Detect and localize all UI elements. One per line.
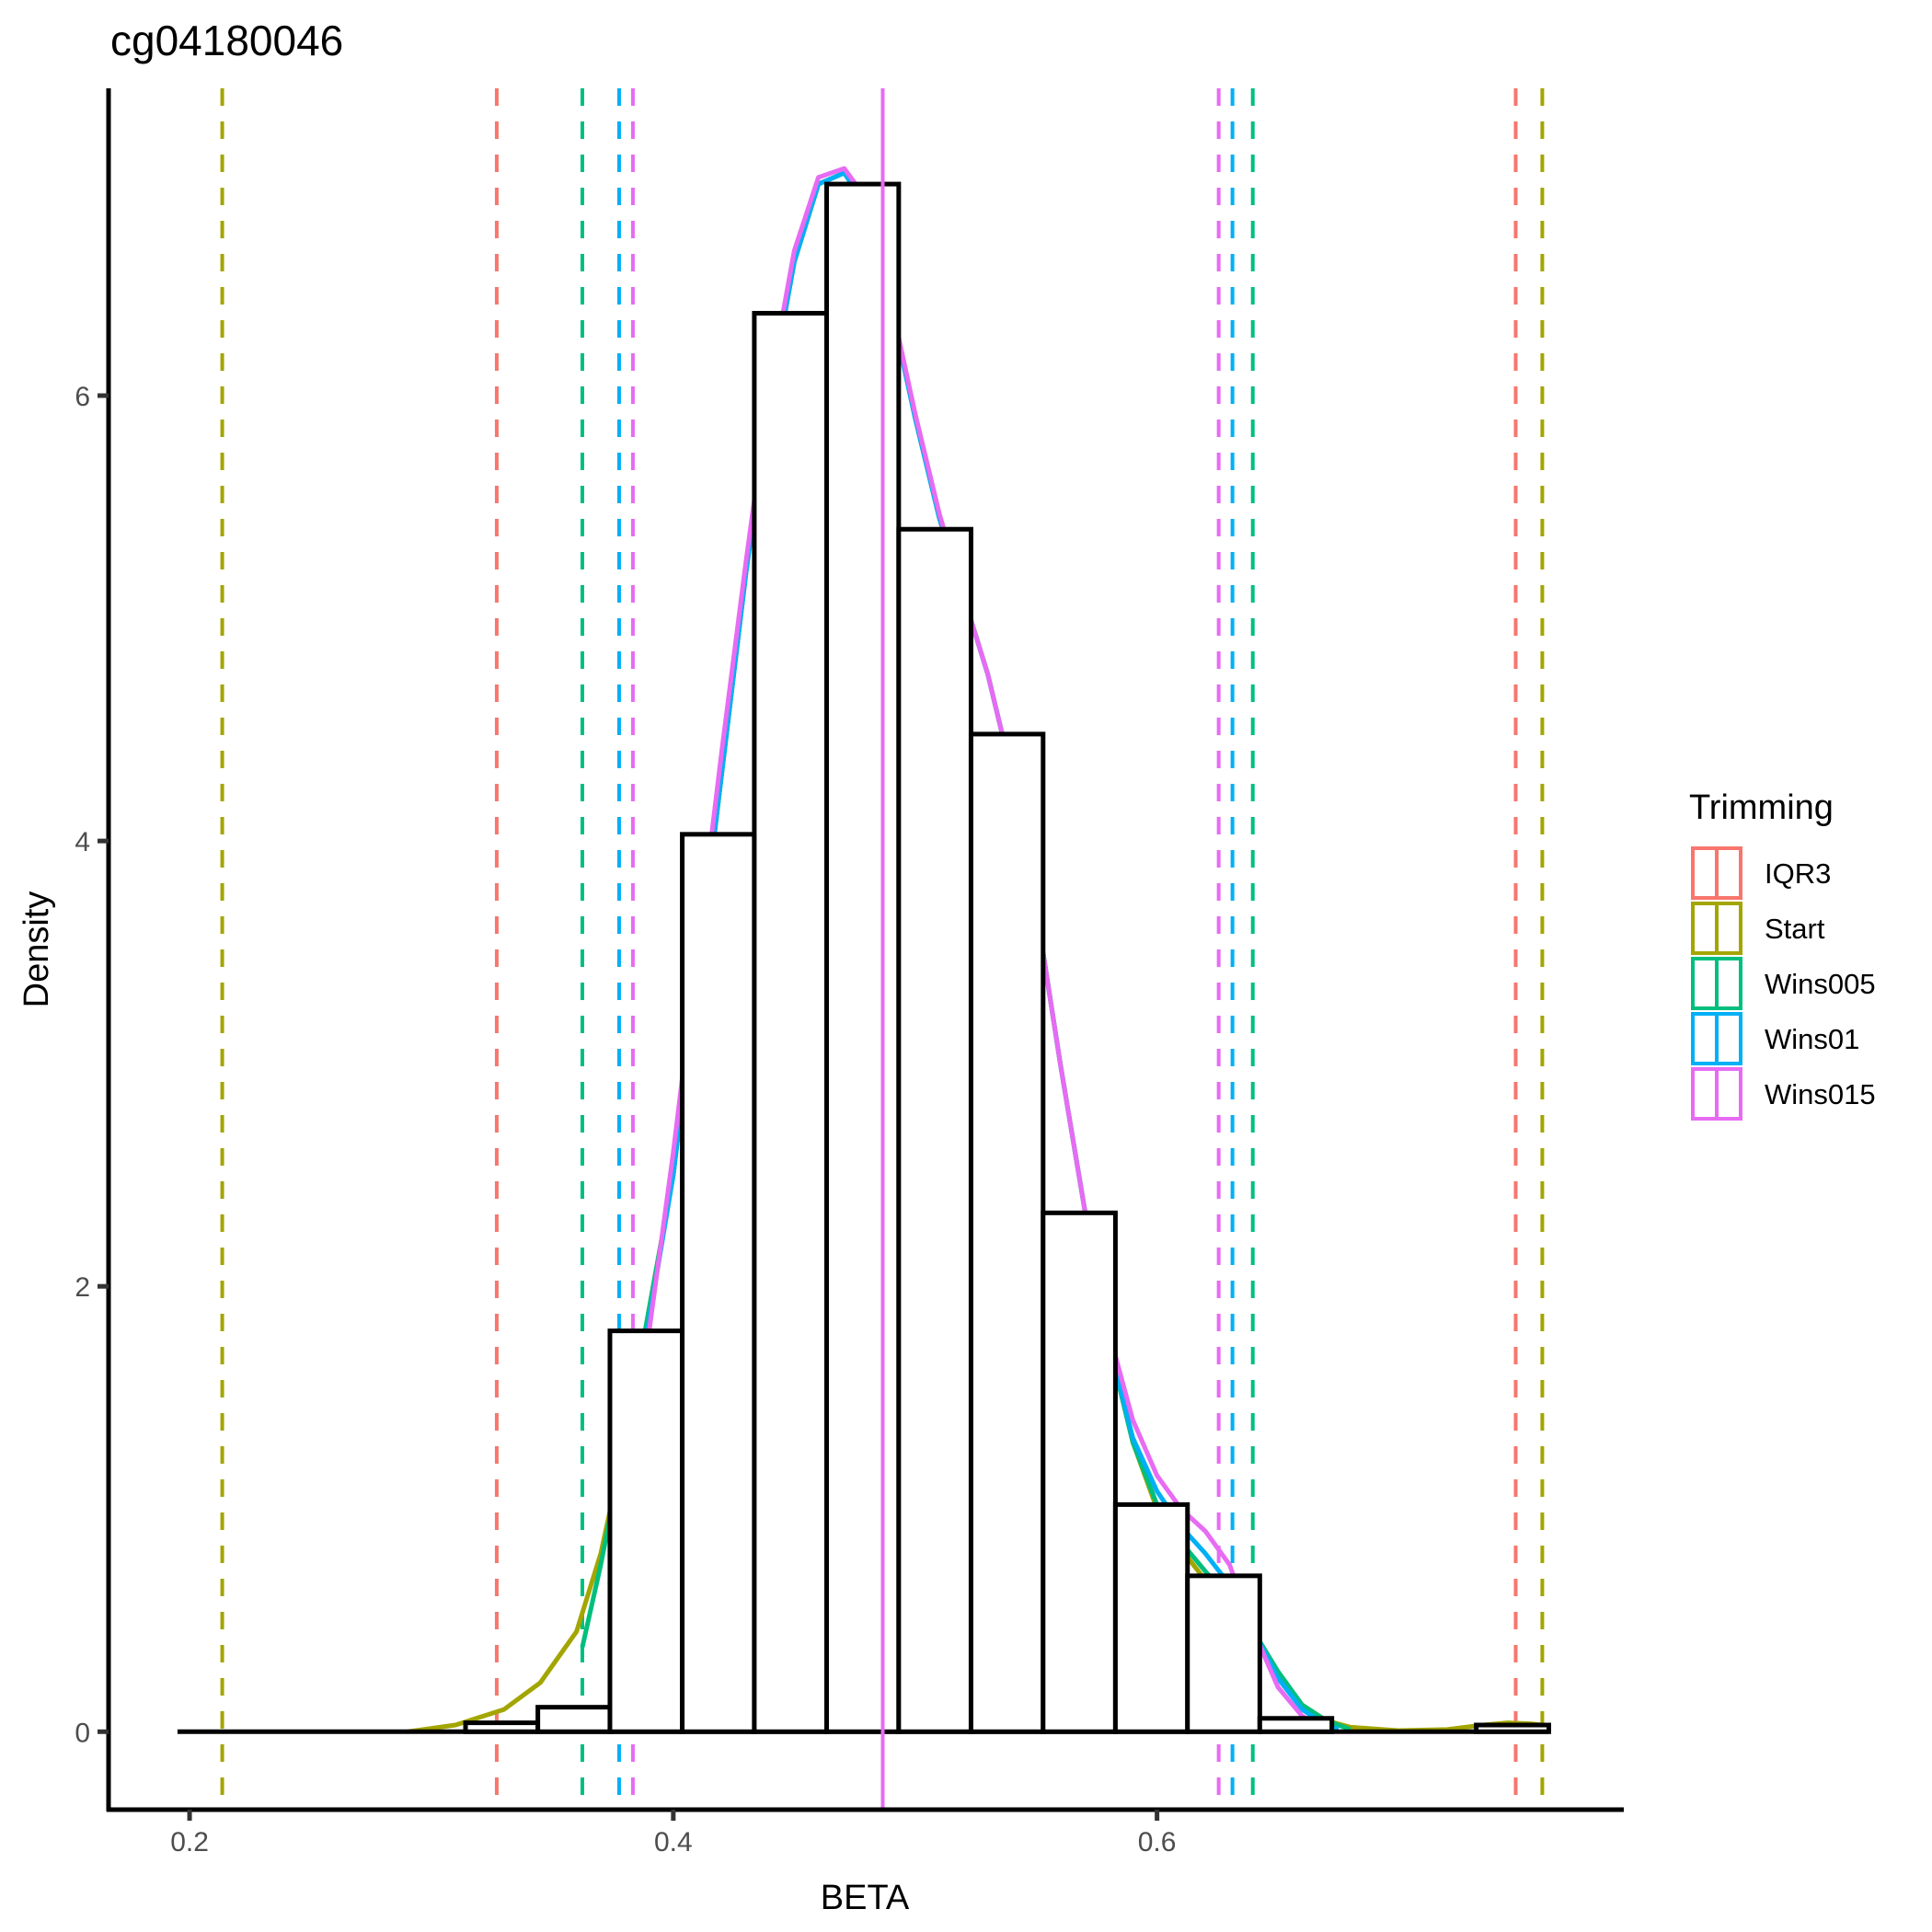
histogram-bar <box>463 1720 541 1734</box>
legend-label: IQR3 <box>1765 857 1831 890</box>
legend-item-wins01: Wins01 <box>1691 1012 1859 1065</box>
legend-label: Wins005 <box>1765 968 1876 1000</box>
histogram-bar <box>607 1328 685 1734</box>
legend: Trimming IQR3 Start Wins005 Wins01 Wins015 <box>1689 788 1876 1121</box>
histogram-bar <box>1474 1722 1552 1734</box>
histogram-bar <box>1041 1210 1118 1734</box>
histogram-bar <box>896 526 973 1734</box>
x-axis-ticks: 0.2 0.4 0.6 <box>170 1810 1176 1857</box>
density-curve-wins015 <box>630 166 1328 1732</box>
histogram-bar <box>1112 1501 1190 1734</box>
chart-title: cg04180046 <box>110 17 343 64</box>
histogram-bar <box>680 832 757 1734</box>
legend-label: Start <box>1765 913 1825 945</box>
histogram-bar <box>1185 1573 1262 1734</box>
legend-item-iqr3: IQR3 <box>1691 846 1831 900</box>
axes <box>106 88 1624 1812</box>
histogram-bar <box>752 310 830 1734</box>
y-tick-label: 2 <box>75 1272 90 1303</box>
histogram-bars <box>177 181 1552 1734</box>
y-tick-label: 4 <box>75 827 90 857</box>
legend-title: Trimming <box>1689 788 1834 827</box>
histogram-bar <box>1257 1716 1335 1734</box>
histogram-bar <box>535 1705 613 1734</box>
y-tick-label: 0 <box>75 1718 90 1748</box>
x-tick-label: 0.4 <box>654 1827 693 1857</box>
y-tick-label: 6 <box>75 382 90 412</box>
y-axis-ticks: 0 2 4 6 <box>75 382 109 1748</box>
histogram-bar <box>824 181 902 1734</box>
legend-item-wins005: Wins005 <box>1691 957 1876 1010</box>
legend-item-wins015: Wins015 <box>1691 1067 1876 1121</box>
legend-item-start: Start <box>1691 902 1825 955</box>
plot-panel <box>177 88 1552 1810</box>
x-tick-label: 0.2 <box>170 1827 209 1857</box>
histogram-bar <box>968 731 1046 1734</box>
y-axis-title: Density <box>17 891 56 1008</box>
x-axis-title: BETA <box>821 1879 910 1917</box>
legend-label: Wins01 <box>1765 1023 1859 1055</box>
legend-label: Wins015 <box>1765 1078 1876 1110</box>
x-tick-label: 0.6 <box>1138 1827 1177 1857</box>
